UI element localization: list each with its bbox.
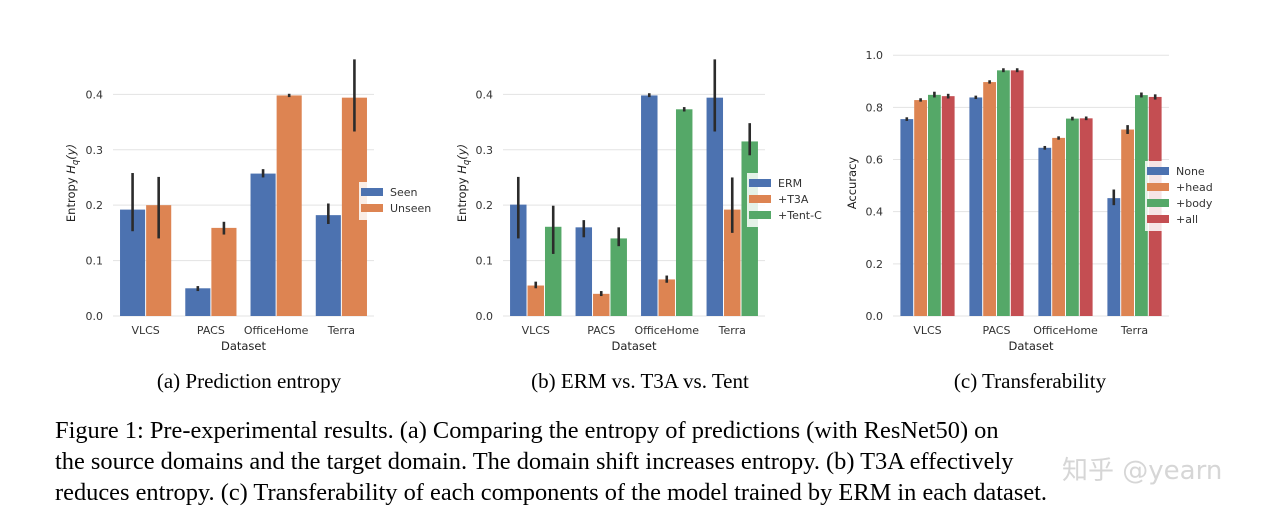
x-tick-label: OfficeHome [244, 324, 309, 337]
legend: Seen Unseen [359, 182, 437, 220]
legend-label: +all [1176, 213, 1198, 226]
y-tick-label: 0.2 [476, 199, 494, 212]
y-tick-label: 0.1 [86, 255, 104, 268]
bar-+T3A-VLCS [527, 285, 544, 316]
legend-swatch-Unseen [361, 204, 383, 212]
x-tick-label: PACS [983, 324, 1011, 337]
x-axis-label: Dataset [221, 339, 267, 353]
panel-b-chart: 0.0 0.1 0.2 0.3 0.4 VLCS PACS OfficeHome Terra Da… [455, 59, 829, 353]
bar-None-Terra [1107, 198, 1121, 316]
bar-+body-Terra [1135, 95, 1148, 316]
y-tick-label: 0.4 [866, 206, 884, 219]
figure-caption: Figure 1: Pre-experimental results. (a) … [55, 415, 1245, 508]
legend-swatch-+body [1147, 199, 1169, 207]
y-tick-label: 0.4 [476, 88, 494, 101]
x-tick-label: OfficeHome [634, 324, 699, 337]
x-tick-label: Terra [327, 324, 355, 337]
x-tick-label: VLCS [131, 324, 159, 337]
bar-ERM-VLCS [510, 204, 527, 316]
bar-+T3A-PACS [593, 293, 610, 316]
bar-None-PACS [969, 97, 983, 317]
legend-swatch-Seen [361, 188, 383, 196]
bar-+head-VLCS [914, 100, 927, 316]
bar-Seen-OfficeHome [250, 173, 276, 316]
legend-label: +body [1176, 197, 1213, 210]
bar-ERM-PACS [575, 227, 593, 316]
legend-label: Seen [390, 186, 418, 199]
caption-line-1: Figure 1: Pre-experimental results. (a) … [55, 417, 999, 444]
panel-c-chart: 0.0 0.2 0.4 0.6 0.8 1.0 VLCS PACS OfficeHome Terr… [845, 49, 1227, 353]
y-tick-label: 0.0 [476, 310, 494, 323]
legend-swatch-+all [1147, 215, 1169, 223]
legend-label: Unseen [390, 202, 431, 215]
x-tick-label: Terra [718, 324, 746, 337]
y-tick-label: 0.0 [866, 310, 884, 323]
bar-+Tent-C-Terra [741, 141, 758, 316]
y-tick-label: 0.8 [866, 101, 884, 114]
y-tick-label: 0.3 [86, 144, 104, 157]
panel-a-chart: 0.0 0.1 0.2 0.3 0.4 VLCS PACS OfficeHome Terra Da… [64, 59, 437, 353]
legend: ERM +T3A +Tent-C [747, 173, 829, 227]
x-tick-label: OfficeHome [1033, 324, 1098, 337]
subcaption-b: (b) ERM vs. T3A vs. Tent [531, 369, 749, 393]
x-tick-label: PACS [197, 324, 225, 337]
subcaption-a: (a) Prediction entropy [157, 369, 342, 393]
y-tick-label: 1.0 [866, 49, 884, 62]
bar-+body-PACS [997, 70, 1010, 316]
bar-ERM-OfficeHome [641, 95, 658, 316]
y-axis-label: Entropy Hq(y) [455, 144, 472, 222]
legend: None +head +body +all [1145, 161, 1227, 231]
bar-None-OfficeHome [1038, 147, 1052, 316]
x-axis-label: Dataset [1008, 339, 1054, 353]
legend-label: +Tent-C [778, 209, 822, 222]
x-tick-label: VLCS [522, 324, 550, 337]
legend-swatch-+head [1147, 183, 1169, 191]
bar-+all-OfficeHome [1079, 118, 1093, 316]
bar-+head-OfficeHome [1052, 137, 1065, 316]
legend-label: None [1176, 165, 1205, 178]
y-tick-label: 0.2 [86, 199, 104, 212]
legend-swatch-+Tent-C [749, 211, 771, 219]
x-axis-label: Dataset [611, 339, 657, 353]
y-tick-label: 0.6 [866, 154, 884, 167]
bar-Seen-Terra [315, 215, 341, 316]
bar-Unseen-OfficeHome [276, 95, 302, 316]
y-axis-label: Accuracy [845, 157, 859, 210]
legend-label: ERM [778, 177, 802, 190]
bar-ERM-Terra [706, 97, 724, 317]
bar-+head-PACS [983, 82, 996, 316]
bar-Unseen-PACS [211, 227, 237, 316]
x-tick-label: PACS [587, 324, 615, 337]
x-tick-label: VLCS [913, 324, 941, 337]
legend-swatch-+T3A [749, 195, 771, 203]
y-tick-label: 0.2 [866, 258, 884, 271]
figure-canvas: 0.0 0.1 0.2 0.3 0.4 VLCS PACS OfficeHome Terra Da… [64, 49, 1227, 393]
x-tick-label: Terra [1120, 324, 1148, 337]
legend-label: +head [1176, 181, 1213, 194]
bar-+T3A-OfficeHome [658, 279, 675, 316]
bar-+head-Terra [1121, 129, 1134, 316]
bar-+Tent-C-OfficeHome [675, 109, 693, 316]
bar-+T3A-Terra [724, 209, 741, 316]
subcaption-c: (c) Transferability [954, 369, 1107, 393]
y-tick-label: 0.4 [86, 88, 104, 101]
legend-label: +T3A [778, 193, 809, 206]
bar-+all-VLCS [941, 96, 955, 317]
bar-Seen-PACS [185, 288, 211, 316]
bar-+Tent-C-PACS [610, 238, 627, 316]
bar-None-VLCS [900, 119, 914, 316]
legend-swatch-None [1147, 167, 1169, 175]
y-tick-label: 0.0 [86, 310, 104, 323]
bar-+body-VLCS [928, 94, 941, 316]
bar-+body-OfficeHome [1066, 118, 1079, 316]
bar-+all-PACS [1010, 70, 1024, 316]
bar-+Tent-C-VLCS [544, 226, 562, 316]
y-axis-label: Entropy Hq(y) [64, 144, 81, 222]
caption-line-2: the source domains and the target domain… [55, 448, 1014, 475]
legend-swatch-ERM [749, 179, 771, 187]
y-tick-label: 0.1 [476, 255, 494, 268]
caption-line-3: reduces entropy. (c) Transferability of … [55, 479, 1048, 506]
watermark-text: 知乎 @yearn [1062, 456, 1223, 486]
y-tick-label: 0.3 [476, 144, 494, 157]
